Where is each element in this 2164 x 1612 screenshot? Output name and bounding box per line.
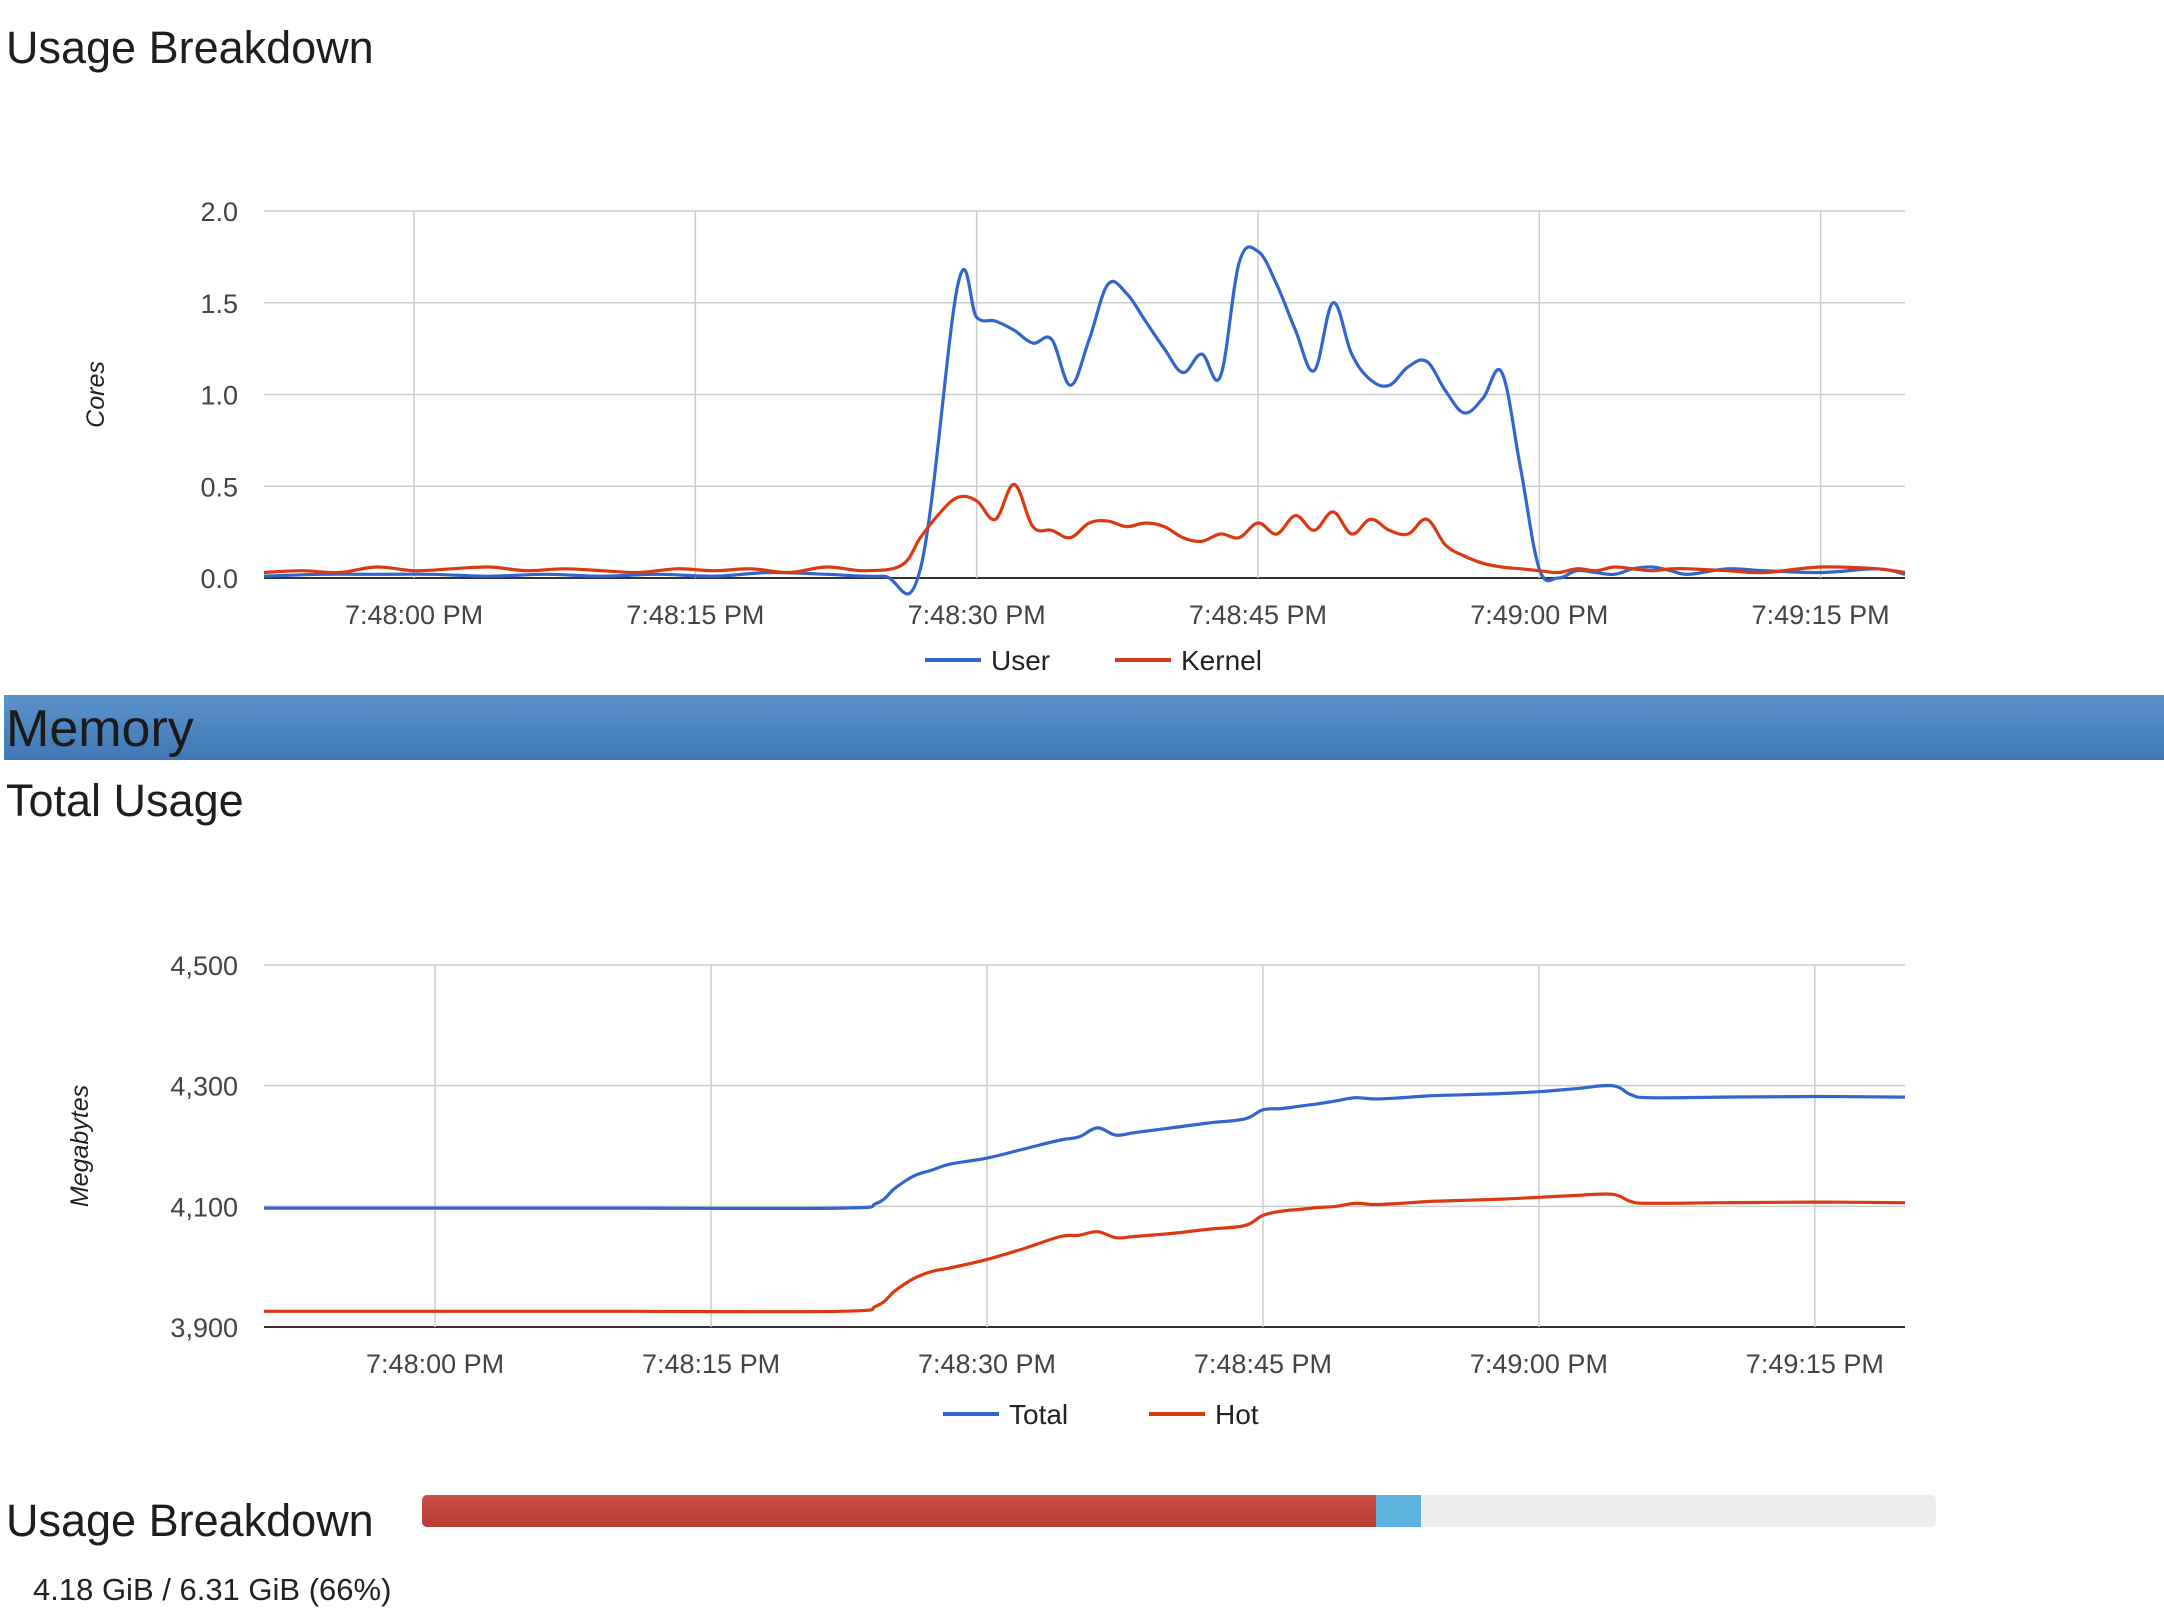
chart-plot-area: 0.0 0.5 1.0 1.5 2.0 7:48:00 PM 7:48:15 PM 7:48:… bbox=[82, 197, 1906, 630]
legend-label-hot: Hot bbox=[1215, 1399, 1259, 1430]
chart-legend: User Kernel bbox=[925, 645, 1262, 676]
y-tick-label: 4,500 bbox=[170, 951, 238, 981]
x-tick-label: 7:48:45 PM bbox=[1189, 600, 1327, 630]
x-tick-label: 7:49:15 PM bbox=[1752, 600, 1890, 630]
memory-usage-chart: 3,900 4,100 4,300 4,500 7:48:00 PM 7:48:15 PM… bbox=[66, 951, 1906, 1430]
y-tick-label: 1.5 bbox=[200, 289, 238, 319]
series-line-kernel bbox=[263, 482, 1906, 575]
x-tick-label: 7:48:30 PM bbox=[918, 1349, 1056, 1379]
y-tick-label: 3,900 bbox=[170, 1313, 238, 1343]
chart-legend: Total Hot bbox=[943, 1399, 1259, 1430]
y-tick-label: 1.0 bbox=[200, 381, 238, 411]
memory-used-segment bbox=[422, 1495, 1376, 1527]
y-tick-label: 2.0 bbox=[200, 197, 238, 227]
y-tick-label: 4,100 bbox=[170, 1192, 238, 1222]
x-tick-label: 7:49:00 PM bbox=[1470, 600, 1608, 630]
memory-usage-bar bbox=[422, 1495, 1936, 1527]
memory-cache-segment bbox=[1375, 1495, 1422, 1527]
x-tick-label: 7:48:15 PM bbox=[642, 1349, 780, 1379]
legend-label-total: Total bbox=[1009, 1399, 1068, 1430]
y-tick-label: 4,300 bbox=[170, 1072, 238, 1102]
memory-breakdown-caption: 4.18 GiB / 6.31 GiB (66%) bbox=[33, 1572, 392, 1607]
series-line-total bbox=[264, 1083, 1906, 1211]
legend-label-user: User bbox=[991, 645, 1050, 676]
x-tick-label: 7:49:15 PM bbox=[1746, 1349, 1884, 1379]
memory-section-header: Memory bbox=[4, 695, 2164, 760]
memory-total-usage-title: Total Usage bbox=[6, 775, 244, 826]
cpu-breakdown-title: Usage Breakdown bbox=[6, 22, 374, 73]
x-tick-label: 7:49:00 PM bbox=[1470, 1349, 1608, 1379]
y-tick-label: 0.0 bbox=[200, 564, 238, 594]
x-tick-label: 7:48:00 PM bbox=[366, 1349, 504, 1379]
cpu-usage-chart: 0.0 0.5 1.0 1.5 2.0 7:48:00 PM 7:48:15 PM 7:48:… bbox=[82, 197, 1906, 676]
series-line-hot bbox=[264, 1192, 1906, 1314]
x-tick-label: 7:48:00 PM bbox=[345, 600, 483, 630]
legend-label-kernel: Kernel bbox=[1181, 645, 1262, 676]
series-line-user bbox=[263, 245, 1906, 596]
memory-breakdown-title: Usage Breakdown bbox=[6, 1495, 374, 1546]
chart-plot-area: 3,900 4,100 4,300 4,500 7:48:00 PM 7:48:15 PM… bbox=[66, 951, 1906, 1379]
y-axis-title: Megabytes bbox=[66, 1085, 94, 1207]
x-tick-label: 7:48:15 PM bbox=[626, 600, 764, 630]
memory-section-title: Memory bbox=[6, 700, 194, 758]
x-tick-label: 7:48:45 PM bbox=[1194, 1349, 1332, 1379]
y-axis-title: Cores bbox=[82, 361, 110, 428]
x-tick-label: 7:48:30 PM bbox=[908, 600, 1046, 630]
y-tick-label: 0.5 bbox=[200, 472, 238, 502]
